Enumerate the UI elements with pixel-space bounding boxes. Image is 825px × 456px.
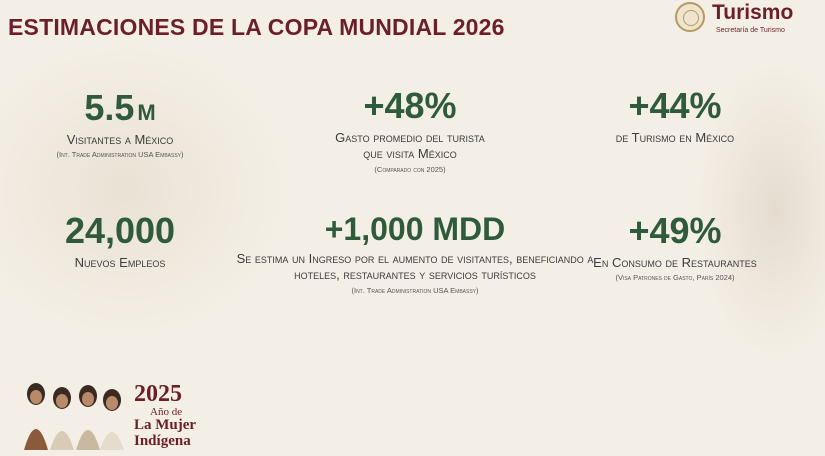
stat-jobs: 24,000 Nuevos Empleos: [20, 213, 220, 271]
stat-value: +44%: [628, 85, 722, 126]
stat-label: Se estima un Ingreso por el aumento de v…: [236, 251, 594, 283]
page-title: ESTIMACIONES DE LA COPA MUNDIAL 2026: [8, 14, 505, 40]
turismo-logo: Turismo Secretaría de Turismo: [672, 0, 822, 40]
logo-name: Turismo: [712, 1, 794, 24]
stat-value: +1,000 MDD: [324, 211, 506, 247]
stat-value: 5.5 M: [84, 87, 156, 128]
stat-label: Nuevos Empleos: [74, 255, 166, 270]
stat-value: +48%: [363, 85, 457, 126]
stat-source: (Visa Patrones de Gasto, París 2024): [615, 273, 735, 283]
stat-tourism: +44% de Turismo en México: [565, 88, 785, 146]
badge-line1: Año de: [150, 406, 183, 418]
stat-value: 24,000: [64, 210, 176, 251]
year-badge: 2025 Año de La Mujer Indígena: [18, 372, 208, 452]
badge-text: 2025 Año de La Mujer Indígena: [134, 382, 196, 450]
stat-label: Visitantes a México: [66, 132, 174, 147]
stat-restaurants: +49% En Consumo de Restaurantes (Visa Pa…: [565, 213, 785, 283]
badge-line2: La Mujer: [134, 417, 197, 434]
stat-unit: M: [137, 100, 156, 125]
stat-label: de Turismo en México: [615, 130, 735, 145]
stat-visitors: 5.5 M Visitantes a México (Int. Trade Adm…: [20, 90, 220, 160]
indigenous-women-illustration: [24, 383, 124, 450]
stat-source: (Comparado con 2025): [374, 164, 446, 174]
badge-year: 2025: [134, 381, 182, 407]
decorative-floral-left: [0, 40, 290, 340]
stat-label: Gasto promedio del turista que visita Méx…: [335, 130, 485, 162]
badge-line3: Indígena: [134, 433, 191, 450]
stat-spending: +48% Gasto promedio del turista que visit…: [290, 88, 530, 174]
stat-label: En Consumo de Restaurantes: [593, 255, 757, 270]
coat-of-arms-icon: [675, 2, 705, 32]
logo-subtitle: Secretaría de Turismo: [716, 27, 785, 34]
decorative-floral-right: [695, 60, 825, 360]
stat-source: (Int. Trade Administration USA Embassy): [56, 150, 184, 160]
stat-source: (Int. Trade Administration USA Embassy): [351, 285, 479, 295]
stat-value: +49%: [628, 210, 722, 251]
stat-income: +1,000 MDD Se estima un Ingreso por el a…: [235, 213, 595, 295]
